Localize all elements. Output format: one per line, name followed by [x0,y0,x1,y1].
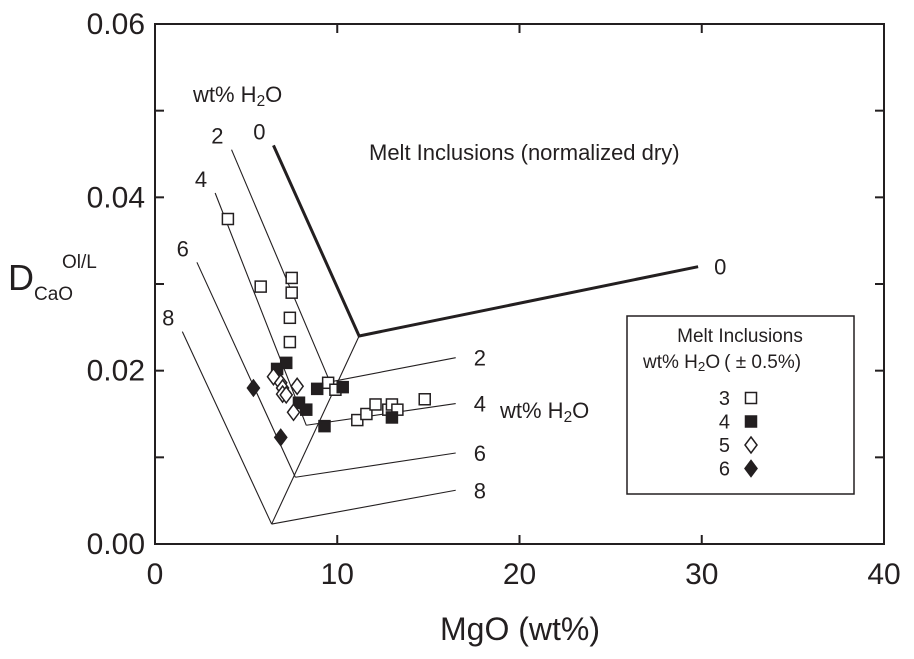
annotation-h2o-top-after: O [265,82,282,107]
data-point-3 [369,398,382,411]
legend-subtitle-after: O [705,352,720,373]
legend-subtitle: wt% H2O( ± 0.5%) [642,352,801,374]
x-tick-label: 40 [867,558,900,591]
isopleth-label-right-4: 4 [474,392,486,417]
x-tick-label: 10 [321,558,354,591]
data-point-3 [283,311,297,325]
data-point-4 [279,356,293,370]
isopleth-label-right-6: 6 [474,441,486,466]
data-point-4 [318,419,331,433]
data-point-5 [279,385,294,405]
isopleth-left-8 [181,331,273,525]
legend-marker-5 [744,435,758,455]
data-points [221,212,431,447]
data-point-4 [292,396,306,409]
data-point-4 [310,382,324,396]
dry-curve [272,144,699,338]
isopleth-label-left-4: 4 [195,167,207,192]
y-tick-label: 0.02 [87,355,145,388]
isopleth-label-right-8: 8 [474,478,486,503]
data-point-4 [385,411,399,424]
legend-label-6: 6 [719,459,730,481]
annotation-h2o-right: wt% H2O [499,398,589,426]
legend-subtitle-text: wt% H [642,352,698,373]
annotation-h2o-right-after: O [572,398,589,423]
data-point-3 [221,212,235,226]
data-point-4 [300,403,313,416]
legend-subtitle-sub: 2 [698,359,705,374]
legend-label-3: 3 [719,388,730,410]
annotation-h2o-top-text: wt% H [192,82,257,107]
legend-subtitle-tail: ( ± 0.5%) [724,352,801,373]
data-point-3 [254,280,267,293]
y-axis-title: DCaO Ol/L [8,252,97,305]
data-point-3 [285,286,298,299]
y-tick-label: 0.06 [87,8,145,41]
annotation-h2o-top-sub: 2 [257,93,266,110]
annotation-h2o-right-sub: 2 [564,409,573,426]
legend-label-5: 5 [719,435,730,457]
x-tick-label: 20 [503,558,536,591]
isopleth-left-2 [231,149,331,383]
isopleth-label-left-0: 0 [253,119,265,144]
data-point-4 [336,380,349,394]
isopleth-label-left-6: 6 [177,236,189,261]
legend-marker-4 [744,415,758,428]
x-tick-label: 0 [147,558,164,591]
dry-curve-label: 0 [714,255,726,280]
legend-box [626,315,855,495]
data-point-3 [285,271,298,285]
legend-label-4: 4 [719,412,730,434]
data-point-3 [418,393,431,406]
axis-ticks: 0 10 20 30 400.000.020.040.06 [87,8,901,591]
isopleth-right-4 [306,403,456,426]
annotation-h2o-right-text: wt% H [499,398,564,423]
isopleth-right-6 [295,452,456,478]
vertex-trend-line [271,335,360,525]
isopleth-label-left-8: 8 [162,306,174,331]
y-axis-title-main: D [8,257,34,298]
isopleth-left-4 [214,192,307,426]
legend-title: Melt Inclusions [677,326,803,347]
x-axis-title: MgO (wt%) [440,611,600,647]
data-point-5 [290,377,305,396]
x-tick-label: 30 [685,558,718,591]
data-point-3 [360,407,373,421]
y-axis-title-sub: CaO [34,284,73,305]
y-axis-title-sup: Ol/L [62,252,97,273]
annotation-dry: Melt Inclusions (normalized dry) [369,140,680,165]
y-tick-label: 0.00 [87,528,145,561]
legend-marker-3 [744,391,758,405]
legend-marker-6 [744,459,758,478]
isopleth-right-8 [271,489,456,525]
isopleth-label-right-2: 2 [474,346,486,371]
isopleth-right-2 [329,357,456,383]
data-point-3 [283,335,297,349]
data-point-6 [273,428,288,447]
isopleth-label-left-2: 2 [211,124,223,149]
data-point-5 [286,403,301,422]
y-tick-label: 0.04 [87,181,145,214]
annotation-h2o-top: wt% H2O [192,82,282,110]
data-point-6 [246,378,261,398]
